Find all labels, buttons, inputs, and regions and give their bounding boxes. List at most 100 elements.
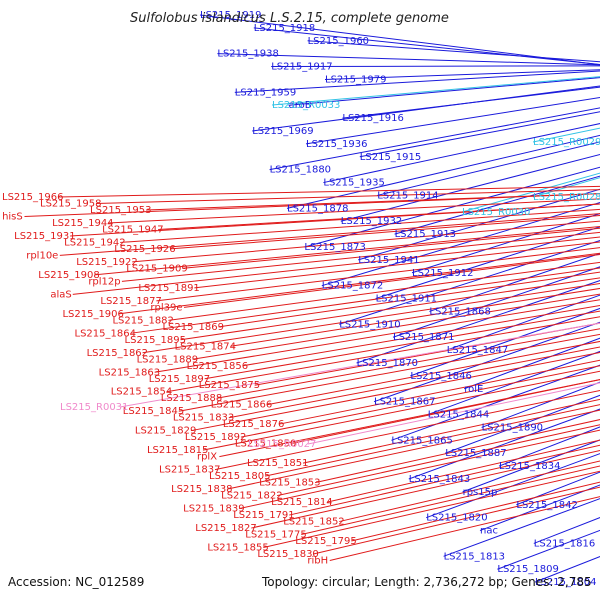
gene-label[interactable]: LS215_1834 [499,461,560,472]
gene-label[interactable]: LS215_1813 [444,551,505,562]
rna-gene-label[interactable]: LS215_R0028 [533,192,600,203]
gene-label[interactable]: LS215_1941 [358,255,419,266]
gene-label[interactable]: LS215_1809 [497,564,558,575]
gene-label[interactable]: LS215_1892 [185,432,246,443]
gene-label[interactable]: LS215_1847 [447,345,508,356]
gene-label[interactable]: LS215_1909 [126,263,187,274]
gene-label[interactable]: LS215_1953 [90,205,151,216]
gene-label[interactable]: LS215_1877 [100,296,161,307]
gene-label[interactable]: aroB [289,100,312,111]
gene-label[interactable]: LS215_1960 [308,36,369,47]
gene-label[interactable]: LS215_1865 [391,435,452,446]
gene-label[interactable]: LS215_1874 [175,341,236,352]
gene-label[interactable]: LS215_1871 [393,332,454,343]
gene-label[interactable]: LS215_1844 [428,410,489,421]
gene-label[interactable]: LS215_1867 [374,397,435,408]
gene-label[interactable]: LS215_1942 [64,237,125,248]
gene-label[interactable]: LS215_1936 [306,139,367,150]
gene-label[interactable]: LS215_1966 [2,192,63,203]
gene-label[interactable]: LS215_1846 [410,371,471,382]
rna-gene-label[interactable]: LS215_R0030 [462,207,530,218]
gene-label[interactable]: LS215_1820 [426,513,487,524]
gene-label[interactable]: LS215_1935 [323,178,384,189]
gene-label[interactable]: rpl12p [88,276,120,287]
gene-label[interactable]: LS215_1815 [147,445,208,456]
rna-gene-label[interactable]: LS215_R0027 [248,439,316,450]
gene-label[interactable]: alaS [50,289,71,300]
gene-label[interactable]: LS215_1868 [429,306,490,317]
gene-label[interactable]: LS215_1855 [207,543,268,554]
gene-label[interactable]: LS215_1866 [211,400,272,411]
gene-label[interactable]: LS215_1805 [209,471,270,482]
gene-label[interactable]: LS215_1869 [162,322,223,333]
gene-label[interactable]: LS215_1830 [257,549,318,560]
gene-label[interactable]: LS215_1873 [304,242,365,253]
gene-label[interactable]: LS215_1915 [360,152,421,163]
gene-label[interactable]: rpl10e [26,250,58,261]
gene-label[interactable]: LS215_1875 [199,380,260,391]
gene-label[interactable]: LS215_1947 [102,224,163,235]
gene-label[interactable]: LS215_1917 [271,62,332,73]
gene-label[interactable]: LS215_1908 [38,270,99,281]
gene-label[interactable]: LS215_1880 [270,165,331,176]
gene-label[interactable]: LS215_1906 [62,309,123,320]
gene-label[interactable]: LS215_1795 [295,536,356,547]
gene-label[interactable]: LS215_1845 [123,406,184,417]
gene-label[interactable]: LS215_1876 [223,419,284,430]
gene-label[interactable]: LS215_1842 [516,500,577,511]
gene-label[interactable]: LS215_1814 [271,497,332,508]
gene-label[interactable]: LS215_1864 [75,328,136,339]
gene-label[interactable]: LS215_1882 [112,315,173,326]
gene-label[interactable]: LS215_1932 [341,216,402,227]
gene-label[interactable]: LS215_1969 [252,126,313,137]
gene-label[interactable]: LS215_1888 [161,393,222,404]
gene-label[interactable]: LS215_1827 [195,523,256,534]
gene-label[interactable]: LS215_1938 [217,49,278,60]
gene-label[interactable]: LS215_1931 [14,231,75,242]
gene-label[interactable]: LS215_1910 [339,319,400,330]
gene-label[interactable]: LS215_1914 [377,190,438,201]
gene-label[interactable]: LS215_1890 [482,422,543,433]
gene-label[interactable]: LS215_1856 [187,361,248,372]
gene-label[interactable]: LS215_1878 [287,203,348,214]
gene-label[interactable]: LS215_1804 [535,577,596,588]
gene-label[interactable]: LS215_1833 [173,413,234,424]
rna-gene-label[interactable]: LS215_R0029 [533,137,600,148]
gene-label[interactable]: LS215_1959 [235,87,296,98]
gene-label[interactable]: LS215_1891 [138,283,199,294]
gene-label[interactable]: LS215_1916 [342,113,403,124]
gene-label[interactable]: LS215_1887 [445,448,506,459]
gene-label[interactable]: LS215_1837 [159,465,220,476]
gene-label[interactable]: LS215_1911 [376,294,437,305]
gene-label[interactable]: LS215_1852 [283,517,344,528]
gene-label[interactable]: LS215_1912 [412,268,473,279]
gene-label[interactable]: ribH [307,556,328,567]
rna-gene-label[interactable]: LS215_R0033 [272,100,340,111]
gene-label[interactable]: LS215_1918 [254,23,315,34]
gene-label[interactable]: LS215_1958 [40,198,101,209]
gene-label[interactable]: LS215_1863 [99,367,160,378]
gene-label[interactable]: LS215_1889 [137,354,198,365]
gene-label[interactable]: rps15p [463,487,498,498]
gene-label[interactable]: LS215_1919 [200,10,261,21]
rna-gene-label[interactable]: LS215_R0031 [60,402,128,413]
gene-label[interactable]: LS215_1838 [171,484,232,495]
gene-label[interactable]: LS215_1791 [233,510,294,521]
gene-label[interactable]: rplX [197,452,217,463]
gene-label[interactable]: LS215_1822 [221,491,282,502]
gene-label[interactable]: rpl39e [150,302,182,313]
gene-label[interactable]: LS215_1897 [149,374,210,385]
gene-label[interactable]: LS215_1979 [325,74,386,85]
gene-label[interactable]: LS215_1944 [52,218,113,229]
gene-label[interactable]: LS215_1816 [534,538,595,549]
gene-label[interactable]: LS215_1775 [245,530,306,541]
gene-label[interactable]: LS215_1853 [259,478,320,489]
gene-label[interactable]: LS215_1839 [183,504,244,515]
gene-label[interactable]: LS215_1870 [357,358,418,369]
gene-label[interactable]: LS215_1829 [135,426,196,437]
gene-label[interactable]: LS215_1872 [322,281,383,292]
gene-label[interactable]: LS215_1913 [395,229,456,240]
gene-label[interactable]: hisS [2,211,23,222]
gene-label[interactable]: LS215_1862 [87,348,148,359]
gene-label[interactable]: LS215_1851 [247,458,308,469]
